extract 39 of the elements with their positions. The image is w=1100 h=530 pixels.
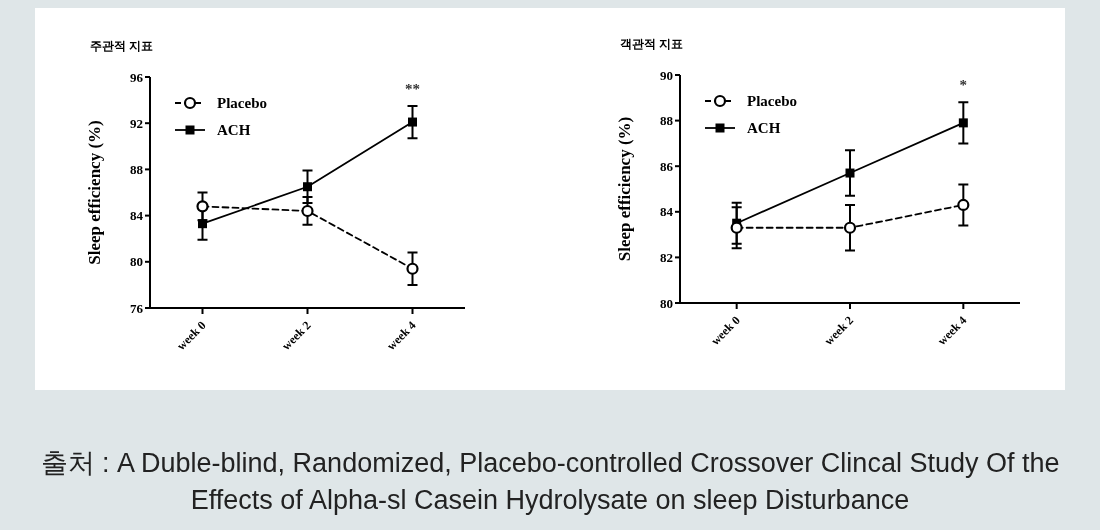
legend-label: Placebo xyxy=(747,93,797,109)
source-note: 출처 : A Duble-blind, Randomized, Placebo-controlled Crossover Clincal Study Of the Effects of Alpha-sl Casein Hydrolysate on sleep Disturbance xyxy=(40,448,1060,515)
x-tick-label: week 4 xyxy=(934,313,970,348)
point xyxy=(303,182,312,192)
y-tick-label: 80 xyxy=(130,254,143,270)
y-tick-label: 90 xyxy=(660,67,673,83)
annotation: * xyxy=(959,77,968,94)
y-tick-label: 80 xyxy=(660,295,673,311)
y-tick-label: 88 xyxy=(130,161,144,177)
y-tick-label: 92 xyxy=(130,115,143,131)
x-tick-label: week 2 xyxy=(821,313,857,348)
y-tick-label: 84 xyxy=(660,204,674,220)
x-tick-label: week 0 xyxy=(173,318,209,353)
y-axis-title: Sleep efficiency (%) xyxy=(85,120,104,265)
chart-title: 주관적 지표 xyxy=(90,39,154,53)
point xyxy=(301,204,314,218)
point xyxy=(408,117,417,127)
x-tick-label: week 2 xyxy=(278,318,314,353)
legend-label: ACH xyxy=(217,122,251,138)
y-tick-label: 86 xyxy=(660,158,674,174)
x-tick-label: week 4 xyxy=(383,318,419,353)
point xyxy=(843,221,857,234)
y-tick-label: 88 xyxy=(660,113,674,129)
legend-label: Placebo xyxy=(217,95,267,111)
point xyxy=(957,198,970,212)
chart-title: 객관적 지표 xyxy=(620,37,684,51)
y-axis-title: Sleep efficiency (%) xyxy=(615,116,634,262)
y-tick-label: 76 xyxy=(130,300,144,316)
y-tick-label: 84 xyxy=(130,208,144,224)
point xyxy=(958,118,968,128)
annotation: ** xyxy=(405,80,420,97)
y-tick-label: 96 xyxy=(130,69,144,85)
point xyxy=(198,219,207,229)
legend-label: ACH xyxy=(747,120,781,136)
y-tick-label: 82 xyxy=(660,249,673,265)
point xyxy=(845,168,855,178)
x-tick-label: week 0 xyxy=(708,313,743,348)
point xyxy=(406,262,419,275)
point xyxy=(196,200,209,213)
